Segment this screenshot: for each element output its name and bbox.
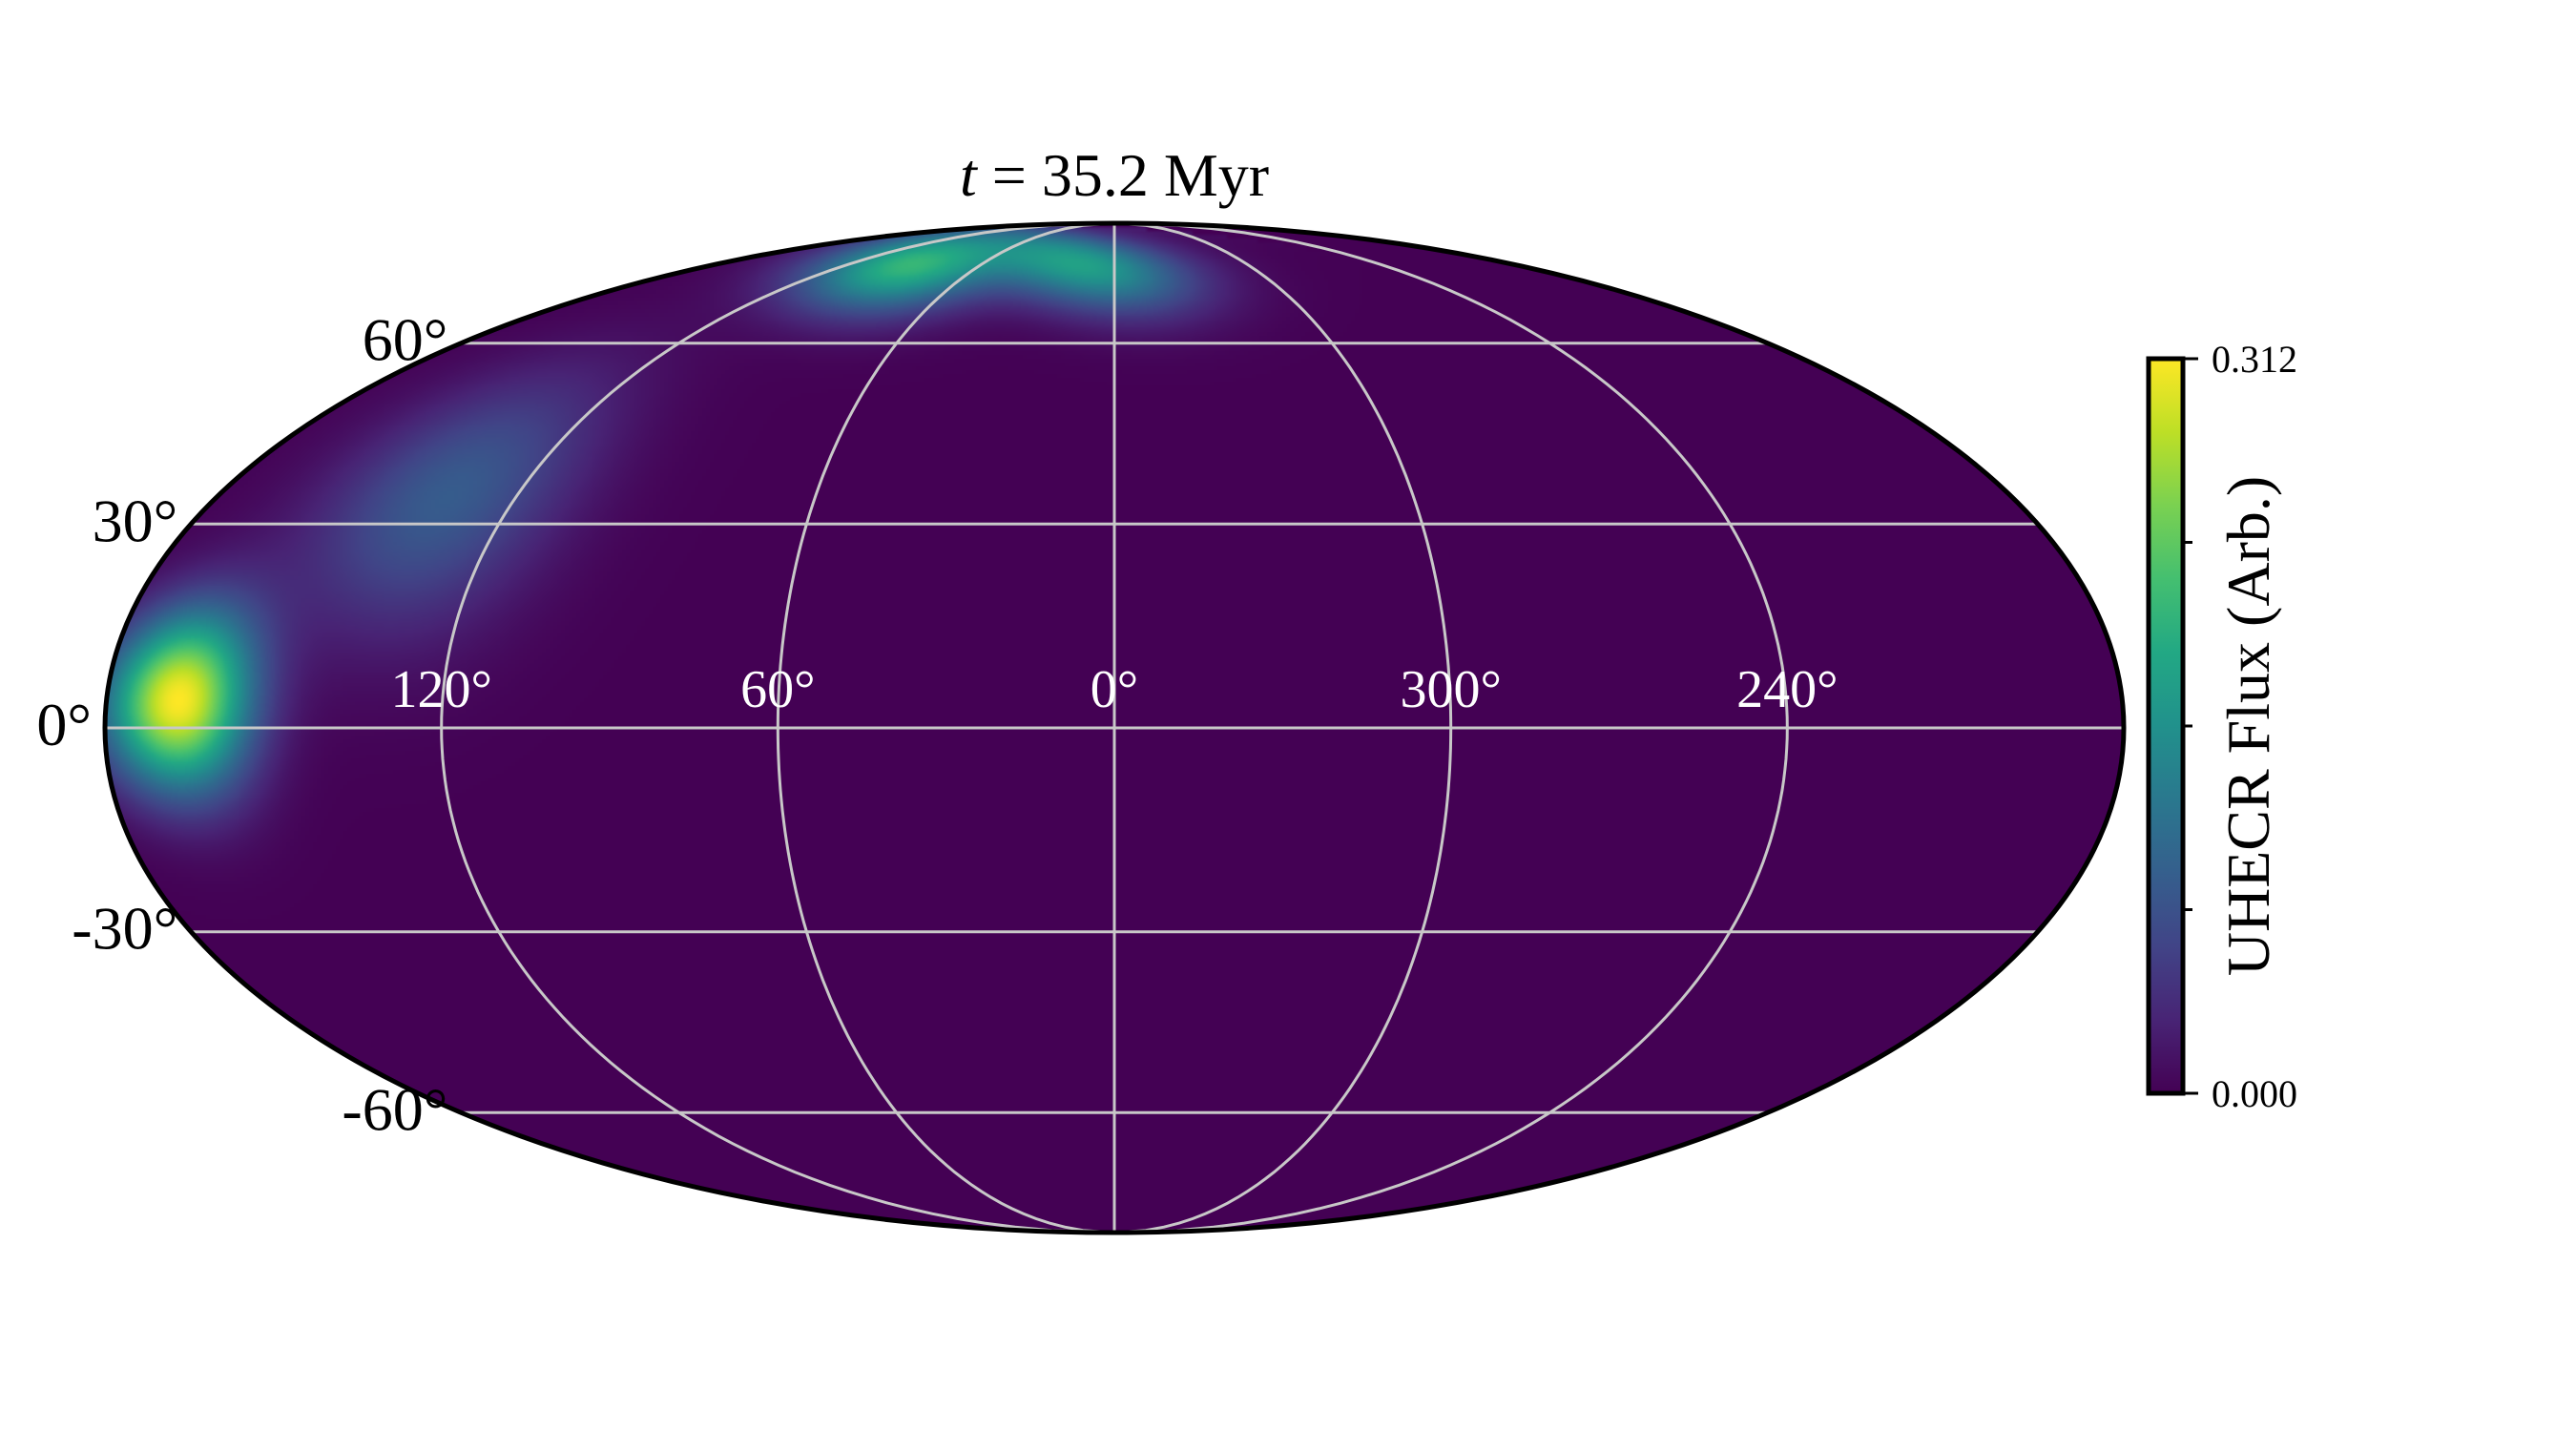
- colorbar-ticks: [2183, 357, 2198, 1095]
- chart-title: t = 35.2 Myr: [960, 141, 1269, 209]
- colorbar-max-label: 0.312: [2212, 338, 2297, 381]
- map-boundary: [102, 220, 2127, 1235]
- longitude-label: 60°: [740, 660, 815, 719]
- colorbar-title: UHECR Flux (Arb.): [2214, 476, 2282, 976]
- colorbar-gradient: [2146, 356, 2186, 1096]
- longitude-gridline: [440, 223, 1115, 1233]
- longitude-label: 240°: [1736, 660, 1838, 719]
- latitude-label: -30°: [72, 895, 177, 963]
- longitude-gridline: [1113, 223, 1789, 1233]
- colorbar-min-label: 0.000: [2212, 1072, 2297, 1115]
- latitude-labels: 60° 30° 0° -30° -60°: [36, 306, 447, 1144]
- latitude-label: 30°: [93, 487, 178, 554]
- colorbar: 0.312 0.000 UHECR Flux (Arb.): [2146, 338, 2297, 1115]
- sky-map: 120° 60° 0° 300° 240° 60° 30° 0° -30° -60°: [36, 220, 2127, 1235]
- latitude-label: 0°: [36, 691, 92, 758]
- longitude-label: 300°: [1400, 660, 1501, 719]
- longitude-labels: 120° 60° 0° 300° 240°: [390, 660, 1838, 719]
- longitude-gridline: [1113, 223, 1453, 1233]
- longitude-gridline: [776, 223, 1115, 1233]
- longitude-label: 0°: [1091, 660, 1138, 719]
- latitude-label: 60°: [363, 306, 448, 374]
- graticule: [105, 223, 2124, 1233]
- longitude-label: 120°: [390, 660, 491, 719]
- latitude-label: -60°: [342, 1075, 447, 1143]
